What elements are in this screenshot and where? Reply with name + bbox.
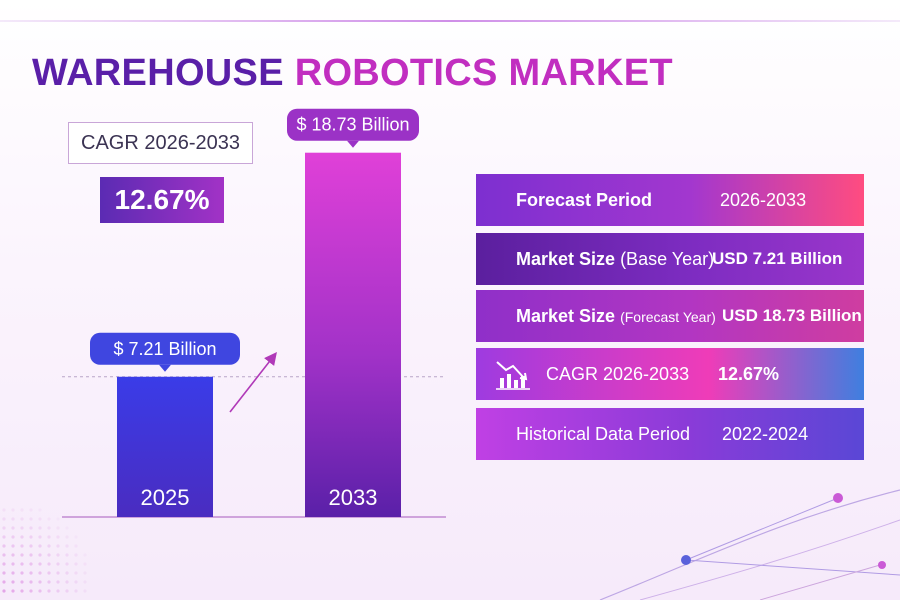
value-pill-2025: $ 7.21 Billion: [90, 332, 240, 372]
value-label-2025: $ 7.21 Billion: [113, 339, 216, 359]
forecast-market-size-label: Market Size (Forecast Year): [516, 305, 716, 326]
cagr-label-box: CAGR 2026-2033: [68, 122, 253, 164]
value-pill-2033: $ 18.73 Billion: [287, 108, 419, 148]
info-row-historical-period: Historical Data Period 2022-2024: [476, 408, 864, 460]
info-row-forecast-market-size: Market Size (Forecast Year) USD 18.73 Bi…: [476, 290, 864, 342]
info-row-forecast-period: Forecast Period 2026-2033: [476, 174, 864, 226]
page-title: WAREHOUSE ROBOTICS MARKET: [32, 52, 673, 95]
historical-period-label: Historical Data Period: [516, 423, 691, 444]
info-row-base-market-size: Market Size (Base Year) USD 7.21 Billion: [476, 233, 864, 285]
category-label-2025: 2025: [141, 485, 190, 510]
title-part-1: WAREHOUSE: [32, 52, 284, 94]
bar-2033: [305, 152, 401, 517]
cagr-row-label: CAGR 2026-2033: [546, 363, 690, 384]
base-market-size-value: USD 7.21 Billion: [712, 249, 843, 268]
value-label-2033: $ 18.73 Billion: [296, 115, 409, 135]
forecast-period-value: 2026-2033: [720, 189, 807, 210]
forecast-market-size-value: USD 18.73 Billion: [722, 306, 862, 325]
cagr-row-value: 12.67%: [718, 363, 780, 384]
historical-period-value: 2022-2024: [722, 423, 809, 444]
title-part-2: ROBOTICS MARKET: [294, 52, 673, 94]
category-label-2033: 2033: [329, 485, 378, 510]
info-row-cagr: CAGR 2026-2033 12.67%: [476, 348, 864, 400]
growth-arrow: [229, 351, 277, 413]
base-market-size-label: Market Size (Base Year): [516, 248, 715, 269]
cagr-value-box: 12.67%: [100, 177, 224, 223]
decorative-dots: [2, 508, 87, 593]
network-decoration: [599, 489, 900, 600]
forecast-period-label: Forecast Period: [516, 189, 653, 210]
bar-2025: [117, 376, 213, 517]
chart-decline-icon: [496, 361, 530, 390]
top-divider: [0, 20, 900, 22]
